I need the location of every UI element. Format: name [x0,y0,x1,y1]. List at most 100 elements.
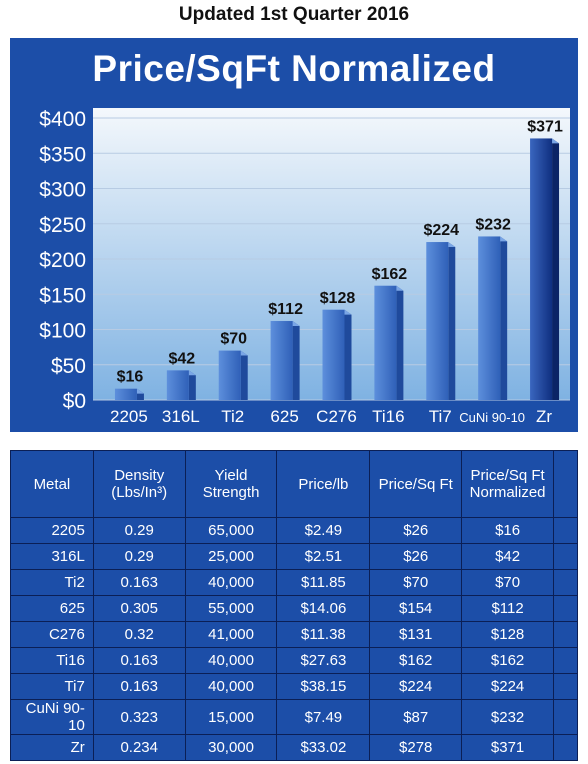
cell-density: 0.163 [92,647,186,674]
cell-price-sqft-normalized: $224 [461,673,555,700]
cell-price-sqft-normalized: $70 [461,569,555,596]
y-tick-label: $300 [39,179,86,202]
cell-metal: 625 [10,595,94,622]
cell-price-sqft-normalized: $16 [461,517,555,544]
cell-metal: Zr [10,734,94,761]
x-axis-ticks: 2205 316L Ti2 625 C276 Ti16 Ti7 CuNi 90-10 Zr [110,407,552,426]
x-tick-label: CuNi 90-10 [459,410,525,425]
cell-density: 0.29 [92,517,186,544]
y-tick-label: $350 [39,143,86,166]
bar [426,242,449,400]
chart-panel: $0 $50 $100 $150 $200 $250 $300 $350 $400 2205 31… [10,38,578,432]
table-row: C276 0.32 41,000 $11.38 $131 $128 [10,621,578,648]
data-label: $16 [117,369,144,386]
y-tick-label: $50 [51,355,86,378]
y-tick-label: $0 [63,390,86,413]
cell-spacer [553,734,578,761]
bar-side [240,350,248,400]
table-row: 625 0.305 55,000 $14.06 $154 $112 [10,595,578,622]
cell-density: 0.163 [92,673,186,700]
data-labels: $16 $42 $70 $112 $128 $162 $224 $232 $371 [117,118,563,385]
data-label: $162 [372,266,408,283]
cell-spacer [553,673,578,700]
cell-yield-strength: 15,000 [184,699,278,735]
cell-yield-strength: 40,000 [184,647,278,674]
cell-price-sqft: $87 [369,699,463,735]
cell-spacer [553,647,578,674]
table-row: CuNi 90-10 0.323 15,000 $7.49 $87 $232 [10,699,578,735]
cell-density: 0.32 [92,621,186,648]
data-label: $42 [168,350,195,367]
cell-price-sqft: $154 [369,595,463,622]
cell-yield-strength: 30,000 [184,734,278,761]
data-label: $232 [475,216,511,233]
cell-metal: Ti16 [10,647,94,674]
cell-price-sqft-normalized: $371 [461,734,555,761]
cell-metal: CuNi 90-10 [10,699,94,735]
header-yield-strength: Yield Strength [184,450,278,518]
cell-metal: C276 [10,621,94,648]
x-tick-label: Ti16 [372,407,404,426]
cell-price-sqft: $278 [369,734,463,761]
bar [114,388,137,400]
data-label: $371 [527,118,563,135]
bar-side [344,309,352,400]
table-row: 2205 0.29 65,000 $2.49 $26 $16 [10,517,578,544]
cell-price-sqft: $162 [369,647,463,674]
y-tick-label: $400 [39,108,86,131]
cell-density: 0.234 [92,734,186,761]
cell-price-lb: $7.49 [276,699,371,735]
cell-metal: 2205 [10,517,94,544]
x-tick-label: Ti7 [429,407,452,426]
table-row: Ti16 0.163 40,000 $27.63 $162 $162 [10,647,578,674]
bar-side [188,370,196,400]
price-table: Metal Density (Lbs/In³) Yield Strength P… [10,450,578,761]
cell-price-sqft-normalized: $232 [461,699,555,735]
table-header-row: Metal Density (Lbs/In³) Yield Strength P… [10,450,578,518]
page-subtitle: Updated 1st Quarter 2016 [178,4,410,25]
table-row: Zr 0.234 30,000 $33.02 $278 $371 [10,734,578,761]
bar [374,285,397,400]
y-tick-label: $150 [39,284,86,307]
cell-price-lb: $14.06 [276,595,371,622]
cell-metal: 316L [10,543,94,570]
cell-spacer [553,543,578,570]
bar [530,138,553,400]
cell-density: 0.305 [92,595,186,622]
cell-price-lb: $11.38 [276,621,371,648]
data-label: $70 [220,331,247,348]
cell-price-lb: $11.85 [276,569,371,596]
data-label: $112 [268,301,303,318]
data-label: $224 [423,222,459,239]
header-spacer [553,450,578,518]
cell-yield-strength: 40,000 [184,569,278,596]
cell-metal: Ti7 [10,673,94,700]
bar [166,370,189,400]
cell-yield-strength: 25,000 [184,543,278,570]
cell-price-lb: $2.51 [276,543,371,570]
header-metal: Metal [10,450,94,518]
bar [322,309,345,400]
cell-price-sqft-normalized: $128 [461,621,555,648]
header-price-lb: Price/lb [276,450,371,518]
bar [270,321,293,400]
table-body: 2205 0.29 65,000 $2.49 $26 $16 316L 0.29 25,000 $… [10,517,578,761]
cell-yield-strength: 65,000 [184,517,278,544]
bar-side [448,242,456,400]
cell-spacer [553,569,578,596]
bar-side [292,321,300,400]
cell-price-sqft: $26 [369,517,463,544]
cell-yield-strength: 40,000 [184,673,278,700]
cell-price-sqft: $26 [369,543,463,570]
cell-yield-strength: 41,000 [184,621,278,648]
cell-price-sqft: $224 [369,673,463,700]
cell-yield-strength: 55,000 [184,595,278,622]
x-tick-label: 625 [270,407,298,426]
cell-price-sqft-normalized: $112 [461,595,555,622]
y-tick-label: $200 [39,249,86,272]
cell-density: 0.29 [92,543,186,570]
cell-price-lb: $38.15 [276,673,371,700]
y-tick-label: $250 [39,214,86,237]
cell-price-sqft: $70 [369,569,463,596]
cell-density: 0.323 [92,699,186,735]
